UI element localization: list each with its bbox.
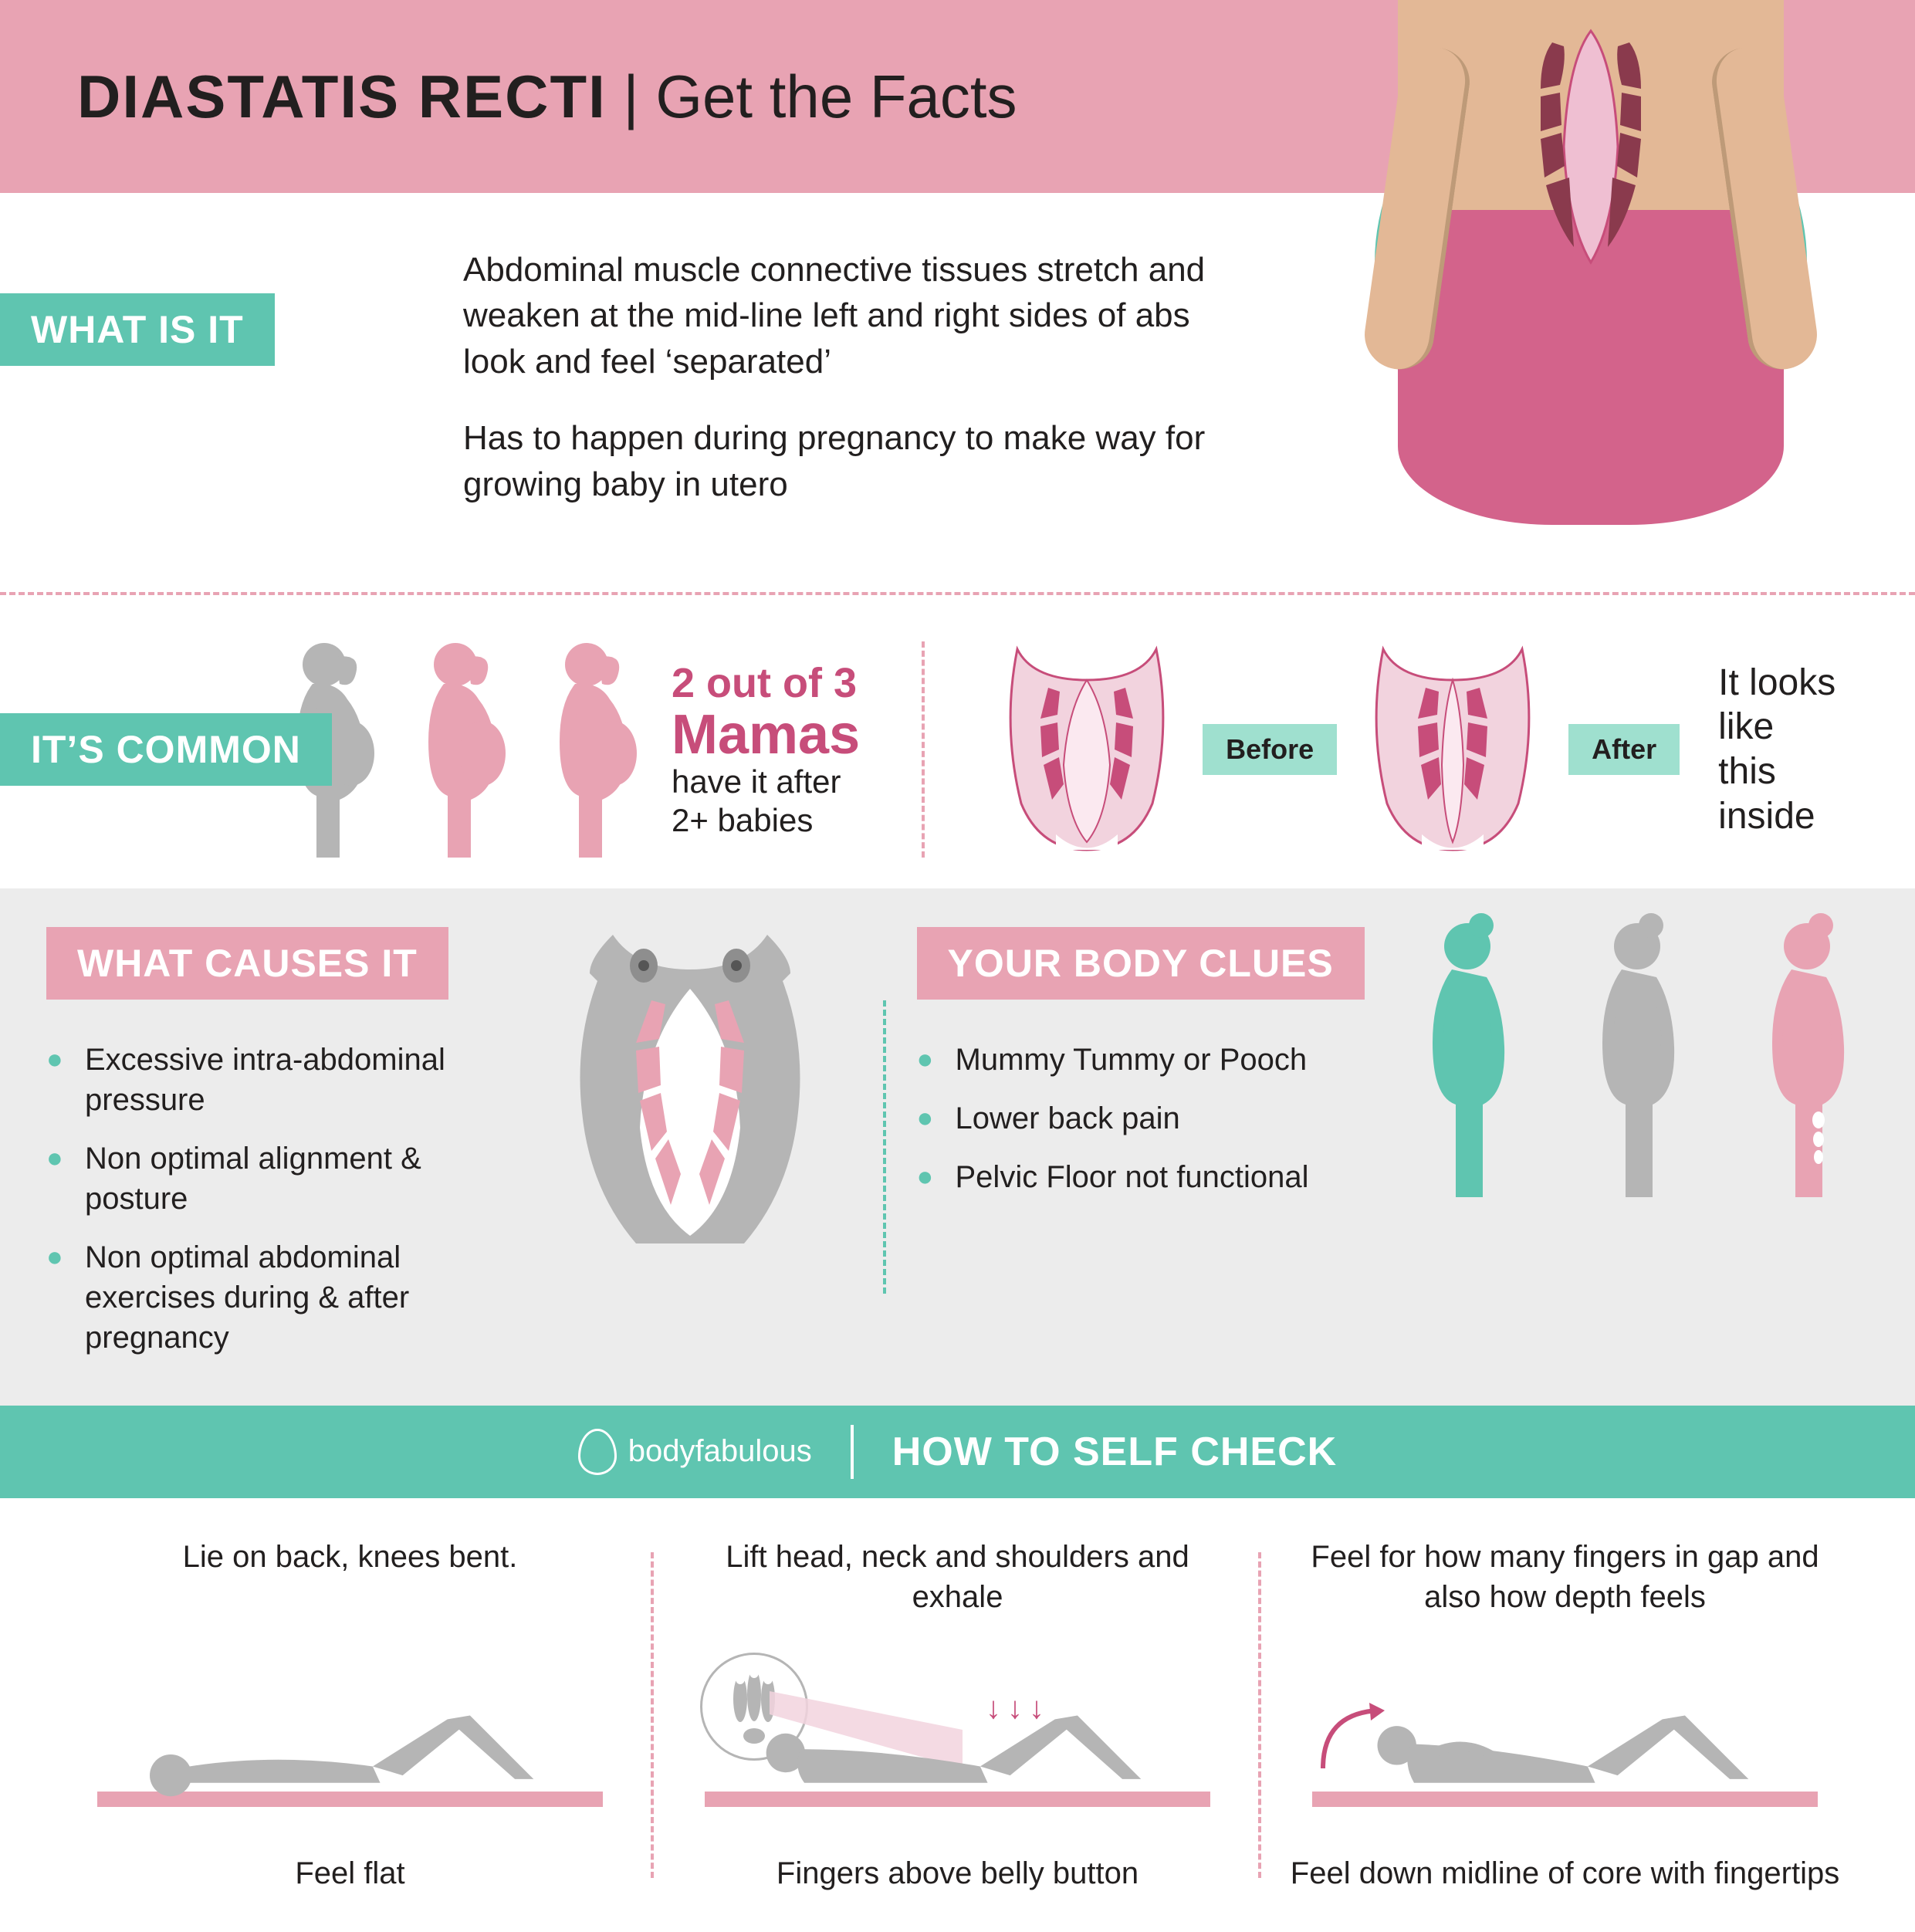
brand: bodyfabulous xyxy=(578,1429,812,1475)
brand-icon xyxy=(578,1429,617,1475)
step-top: Feel for how many fingers in gap and als… xyxy=(1284,1537,1846,1622)
torso-before-icon xyxy=(986,634,1187,865)
its-common-section: IT’S COMMON 2 out of 3 Mamas have it aft… xyxy=(0,611,1915,888)
step-1: Lie on back, knees bent. Feel flat xyxy=(46,1537,654,1893)
step-top: Lift head, neck and shoulders and exhale xyxy=(677,1537,1238,1622)
after-label: After xyxy=(1568,724,1680,775)
clues-silhouettes xyxy=(1390,912,1884,1205)
lying-figure-icon xyxy=(1341,1707,1790,1799)
clues-list: Mummy Tummy or Pooch Lower back pain Pel… xyxy=(917,1030,1368,1206)
hero-illustration xyxy=(1313,0,1869,540)
step-bottom: Feel flat xyxy=(69,1853,631,1893)
abdominal-split-icon xyxy=(1498,23,1683,270)
before-label: Before xyxy=(1203,724,1337,775)
what-p1: Abdominal muscle connective tissues stre… xyxy=(463,247,1236,384)
self-check-title: HOW TO SELF CHECK xyxy=(892,1429,1337,1475)
list-item: Mummy Tummy or Pooch xyxy=(917,1030,1368,1089)
step-graphic: ↓↓↓ xyxy=(677,1637,1238,1838)
brand-text: bodyfabulous xyxy=(628,1434,812,1469)
self-check-steps: Lie on back, knees bent. Feel flat Lift … xyxy=(0,1498,1915,1932)
step-2: Lift head, neck and shoulders and exhale… xyxy=(654,1537,1261,1893)
common-stat: 2 out of 3 Mamas have it after2+ babies xyxy=(672,659,860,841)
step-graphic xyxy=(1284,1637,1846,1838)
step-top: Lie on back, knees bent. xyxy=(69,1537,631,1622)
before-after: Before After It looks like this inside xyxy=(986,634,1838,865)
page-title: DIASTATIS RECTI | Get the Facts xyxy=(77,62,1017,132)
lying-figure-icon xyxy=(126,1707,575,1799)
lying-figure-icon xyxy=(733,1707,1182,1799)
header-banner: DIASTATIS RECTI | Get the Facts xyxy=(0,0,1915,193)
what-tag: WHAT IS IT xyxy=(0,293,275,366)
step-bottom: Feel down midline of core with fingertip… xyxy=(1284,1853,1846,1893)
common-tag: IT’S COMMON xyxy=(0,713,332,786)
self-check-bar: bodyfabulous HOW TO SELF CHECK xyxy=(0,1406,1915,1498)
causes-body-icon xyxy=(528,927,852,1367)
step-graphic xyxy=(69,1637,631,1838)
causes-tag: WHAT CAUSES IT xyxy=(46,927,448,1000)
list-item: Non optimal alignment & posture xyxy=(46,1129,497,1228)
causes-clues-section: WHAT CAUSES IT Excessive intra-abdominal… xyxy=(0,888,1915,1406)
clues-col: YOUR BODY CLUES Mummy Tummy or Pooch Low… xyxy=(917,927,1869,1367)
list-item: Pelvic Floor not functional xyxy=(917,1148,1368,1206)
causes-col: WHAT CAUSES IT Excessive intra-abdominal… xyxy=(46,927,497,1367)
divider xyxy=(0,592,1915,595)
step-bottom: Fingers above belly button xyxy=(677,1853,1238,1893)
causes-list: Excessive intra-abdominal pressure Non o… xyxy=(46,1030,497,1367)
list-item: Excessive intra-abdominal pressure xyxy=(46,1030,497,1129)
step-3: Feel for how many fingers in gap and als… xyxy=(1261,1537,1869,1893)
what-p2: Has to happen during pregnancy to make w… xyxy=(463,415,1236,507)
clues-tag: YOUR BODY CLUES xyxy=(917,927,1365,1000)
divider xyxy=(851,1425,854,1479)
torso-after-icon xyxy=(1352,634,1553,865)
list-item: Lower back pain xyxy=(917,1089,1368,1148)
looks-like-text: It looks like this inside xyxy=(1718,661,1838,838)
list-item: Non optimal abdominal exercises during &… xyxy=(46,1228,497,1367)
